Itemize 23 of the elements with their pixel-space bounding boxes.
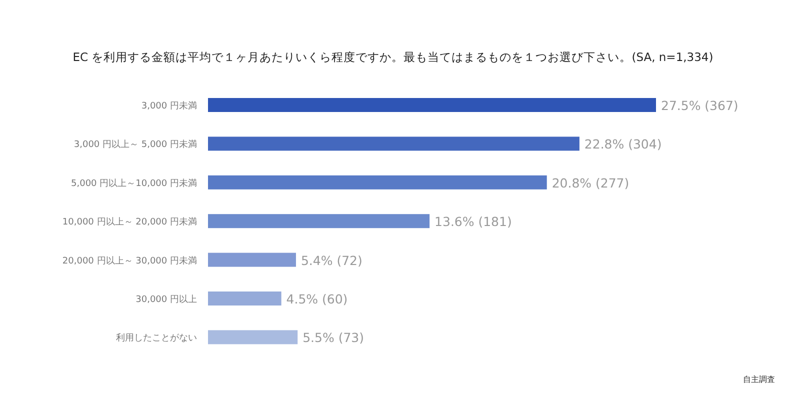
y-tick-label: 3,000 円未満 (141, 100, 197, 112)
data-label: 20.8% (277) (552, 175, 630, 190)
data-label: 13.6% (181) (434, 214, 512, 230)
data-label: 27.5% (367) (661, 98, 738, 113)
y-tick-label: 10,000 円以上～ 20,000 円未満 (62, 216, 197, 228)
text: 自主調査 (743, 375, 775, 384)
y-tick-label: 利用したことがない (116, 332, 197, 344)
data-label: 22.8% (304) (584, 136, 662, 152)
bar (208, 330, 298, 344)
y-tick-label: 5,000 円以上～10,000 円未満 (71, 178, 197, 189)
bar (208, 252, 296, 267)
data-label: 4.5% (60) (286, 292, 348, 306)
chart-title: EC を利用する金額は平均で１ヶ月あたりいくら程度ですか。最も当てはまるものを１つお選び下さい。(SA, n=1,334) (72, 50, 714, 64)
bar (208, 98, 656, 112)
y-tick-label: 3,000 円以上～ 5,000 円未満 (74, 139, 197, 150)
y-tick-label: 30,000 円以上 (136, 294, 197, 305)
bar (208, 214, 430, 228)
y-tick-label: 20,000 円以上～ 30,000 円未満 (62, 255, 197, 266)
data-label: 5.4% (72) (300, 252, 362, 268)
bar (208, 175, 547, 190)
data-label: 5.5% (73) (302, 330, 364, 346)
bar (208, 292, 282, 306)
bar (208, 136, 580, 151)
